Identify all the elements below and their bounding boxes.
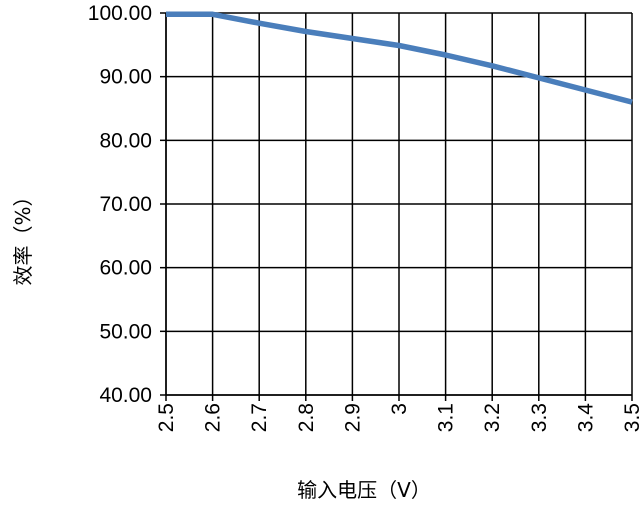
- y-tick-label: 100.00: [88, 2, 152, 25]
- x-tick-label: 3: [388, 403, 411, 415]
- y-axis-label: 效率（%）: [11, 186, 35, 285]
- y-tick-labels: 40.00 50.00 60.00 70.00 80.00 90.00 100.00: [88, 2, 152, 407]
- x-tick-label: 3.1: [435, 403, 458, 432]
- x-tick-label: 3.3: [528, 403, 551, 432]
- x-tick-label: 3.2: [481, 403, 504, 432]
- x-tick-label: 2.5: [155, 403, 178, 432]
- series-layer: [166, 11, 633, 105]
- x-tick-label: 3.4: [574, 403, 597, 433]
- y-tick-label: 70.00: [99, 193, 152, 216]
- x-tick-label: 2.6: [202, 403, 225, 432]
- grid: [160, 12, 633, 401]
- x-tick-label: 3.5: [621, 403, 643, 432]
- y-tick-label: 60.00: [99, 257, 152, 280]
- x-tick-label: 2.9: [341, 403, 364, 432]
- efficiency-series-line: [166, 11, 633, 105]
- x-axis-label: 输入电压（V）: [297, 478, 431, 502]
- x-tick-labels: 2.5 2.6 2.7 2.8 2.9 3 3.1 3.2 3.3 3.4 3.5: [155, 403, 643, 433]
- y-tick-label: 40.00: [99, 384, 152, 407]
- x-tick-label: 2.8: [295, 403, 318, 432]
- y-tick-label: 50.00: [99, 320, 152, 343]
- y-tick-label: 90.00: [99, 66, 152, 89]
- y-tick-label: 80.00: [99, 129, 152, 152]
- plot-frame: [165, 13, 632, 396]
- x-tick-label: 2.7: [248, 403, 271, 432]
